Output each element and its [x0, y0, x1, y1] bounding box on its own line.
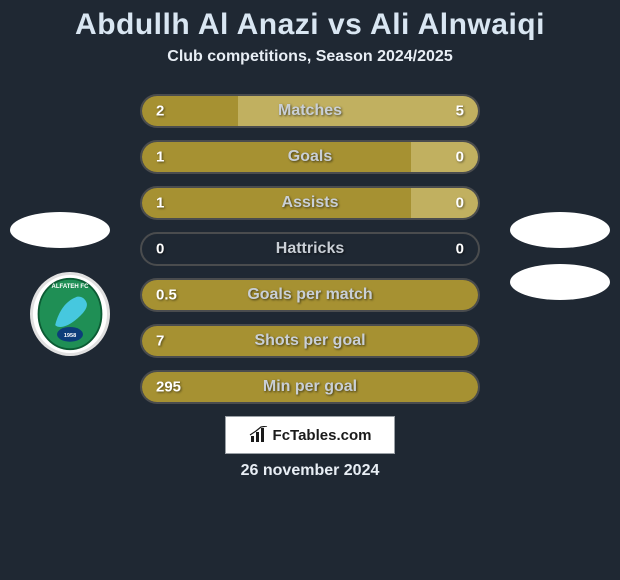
row-value-right: 0	[456, 195, 464, 212]
player-left-logo-ellipse	[10, 212, 110, 248]
page-title: Abdullh Al Anazi vs Ali Alnwaiqi	[0, 0, 620, 48]
date-text: 26 november 2024	[0, 462, 620, 480]
row-value-left: 1	[156, 149, 164, 166]
comparison-row: Matches 2 5	[140, 94, 480, 128]
svg-text:1958: 1958	[64, 333, 76, 339]
watermark: FcTables.com	[225, 416, 395, 454]
row-value-left: 2	[156, 103, 164, 120]
row-value-left: 0	[156, 241, 164, 258]
row-label: Matches	[278, 102, 342, 120]
row-label: Hattricks	[276, 240, 344, 258]
comparison-row: Assists 1 0	[140, 186, 480, 220]
comparison-row: Shots per goal 7	[140, 324, 480, 358]
bar-segment-right	[411, 188, 478, 218]
bar-segment-right	[238, 96, 478, 126]
club-crest-left: 1958 ALFATEH FC	[30, 272, 110, 356]
row-value-right: 0	[456, 241, 464, 258]
chart-container: 1958 ALFATEH FC Matches 2 5 Goals 1 0 Assists 1…	[0, 94, 620, 404]
svg-text:ALFATEH FC: ALFATEH FC	[52, 284, 90, 290]
player-right-logo-ellipse-2	[510, 264, 610, 300]
row-label: Goals	[288, 148, 332, 166]
comparison-row: Goals per match 0.5	[140, 278, 480, 312]
bar-segment-right	[411, 142, 478, 172]
row-label: Assists	[282, 194, 339, 212]
bar-segment-left	[142, 188, 411, 218]
comparison-row: Min per goal 295	[140, 370, 480, 404]
bar-segment-left	[142, 142, 411, 172]
chart-icon	[249, 426, 269, 444]
player-right-logo-ellipse-1	[510, 212, 610, 248]
row-value-right: 0	[456, 149, 464, 166]
comparison-row: Goals 1 0	[140, 140, 480, 174]
row-value-left: 1	[156, 195, 164, 212]
row-label: Shots per goal	[254, 332, 365, 350]
watermark-text: FcTables.com	[273, 427, 372, 444]
subtitle: Club competitions, Season 2024/2025	[0, 48, 620, 66]
row-value-left: 0.5	[156, 287, 177, 304]
row-label: Goals per match	[247, 286, 372, 304]
row-value-left: 7	[156, 333, 164, 350]
comparison-bars: Matches25Goals10Assists10Hattricks00Goal…	[140, 94, 480, 404]
row-value-left: 295	[156, 379, 181, 396]
row-label: Min per goal	[263, 378, 357, 396]
comparison-row: Hattricks 0 0	[140, 232, 480, 266]
row-value-right: 5	[456, 103, 464, 120]
